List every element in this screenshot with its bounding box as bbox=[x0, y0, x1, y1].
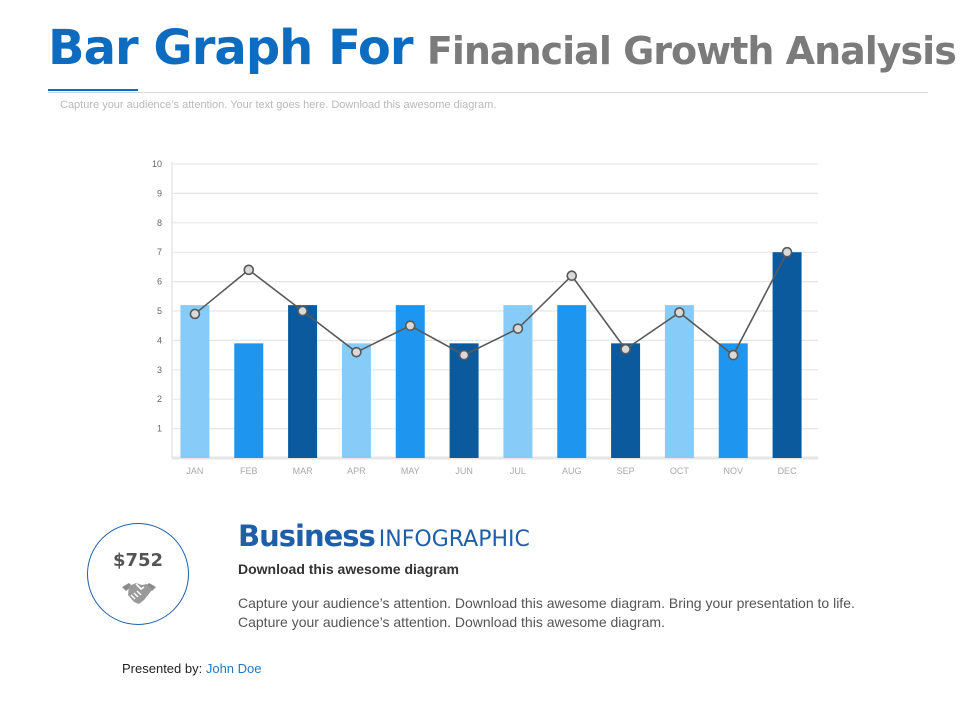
x-tick-label: JUL bbox=[510, 466, 526, 476]
line-marker bbox=[620, 343, 631, 355]
page-subtitle: Capture your audience’s attention. Your … bbox=[60, 99, 497, 111]
infographic-subheading: Download this awesome diagram bbox=[238, 561, 459, 577]
title-highlight: Bar Graph For bbox=[48, 20, 414, 76]
y-tick-label: 1 bbox=[157, 424, 162, 434]
trend-line bbox=[194, 251, 788, 357]
y-tick-label: 7 bbox=[157, 247, 162, 257]
title-accent-underline bbox=[48, 89, 138, 91]
badge-value: $752 bbox=[112, 550, 164, 571]
x-tick-label: SEP bbox=[617, 466, 635, 476]
line-marker bbox=[351, 346, 362, 358]
bar bbox=[288, 305, 318, 458]
presenter-label: Presented by: bbox=[122, 661, 203, 676]
title-rest: Financial Growth Analysis bbox=[426, 29, 957, 73]
line-marker bbox=[512, 323, 524, 334]
y-tick-label: 10 bbox=[152, 159, 162, 169]
y-tick-label: 5 bbox=[157, 306, 162, 316]
bar bbox=[664, 305, 694, 458]
x-tick-label: AUG bbox=[562, 466, 582, 476]
line-marker bbox=[189, 308, 201, 320]
bar bbox=[718, 343, 748, 458]
title-divider bbox=[48, 92, 928, 93]
value-badge: $752 bbox=[87, 523, 189, 625]
presenter-name: John Doe bbox=[205, 661, 262, 676]
page-title: Bar Graph For Financial Growth Analysis bbox=[48, 20, 957, 78]
line-marker bbox=[243, 264, 255, 276]
line-marker bbox=[674, 307, 685, 318]
line-marker bbox=[566, 270, 578, 282]
presenter-line: Presented by: John Doe bbox=[122, 661, 262, 676]
infographic-heading: Business INFOGRAPHIC bbox=[238, 519, 530, 554]
y-tick-label: 3 bbox=[157, 365, 162, 375]
x-tick-label: MAR bbox=[293, 466, 314, 476]
line-marker bbox=[404, 320, 416, 332]
bar bbox=[234, 343, 264, 458]
x-tick-label: OCT bbox=[670, 466, 690, 476]
bar bbox=[611, 343, 641, 458]
y-tick-label: 4 bbox=[157, 335, 162, 345]
bar bbox=[557, 305, 587, 458]
bar bbox=[772, 252, 802, 458]
y-tick-label: 8 bbox=[157, 218, 162, 228]
x-tick-label: APR bbox=[347, 466, 366, 476]
bar bbox=[341, 343, 371, 458]
x-tick-label: DEC bbox=[778, 466, 798, 476]
bar-line-chart: 1 2 3 4 5 6 7 8 9 10 JAN FEB MAR APR MAY JUN JUL AUG SEP OC… bbox=[152, 159, 818, 476]
x-tick-label: FEB bbox=[240, 466, 258, 476]
x-tick-label: JAN bbox=[186, 466, 203, 476]
bar bbox=[180, 305, 210, 458]
x-tick-label: MAY bbox=[401, 466, 420, 476]
line-marker bbox=[297, 305, 308, 317]
y-tick-label: 9 bbox=[157, 188, 162, 198]
line-marker bbox=[727, 349, 739, 361]
y-tick-label: 6 bbox=[157, 277, 162, 287]
line-marker bbox=[781, 246, 793, 258]
heading-light: INFOGRAPHIC bbox=[378, 527, 530, 552]
handshake-icon bbox=[122, 583, 156, 604]
x-tick-label: JUN bbox=[455, 466, 473, 476]
bar bbox=[449, 343, 479, 458]
line-marker bbox=[458, 349, 470, 361]
heading-bold: Business bbox=[238, 519, 376, 553]
x-tick-label: NOV bbox=[723, 466, 743, 476]
infographic-body: Capture your audience’s attention. Downl… bbox=[238, 595, 855, 630]
y-tick-label: 2 bbox=[157, 394, 162, 404]
